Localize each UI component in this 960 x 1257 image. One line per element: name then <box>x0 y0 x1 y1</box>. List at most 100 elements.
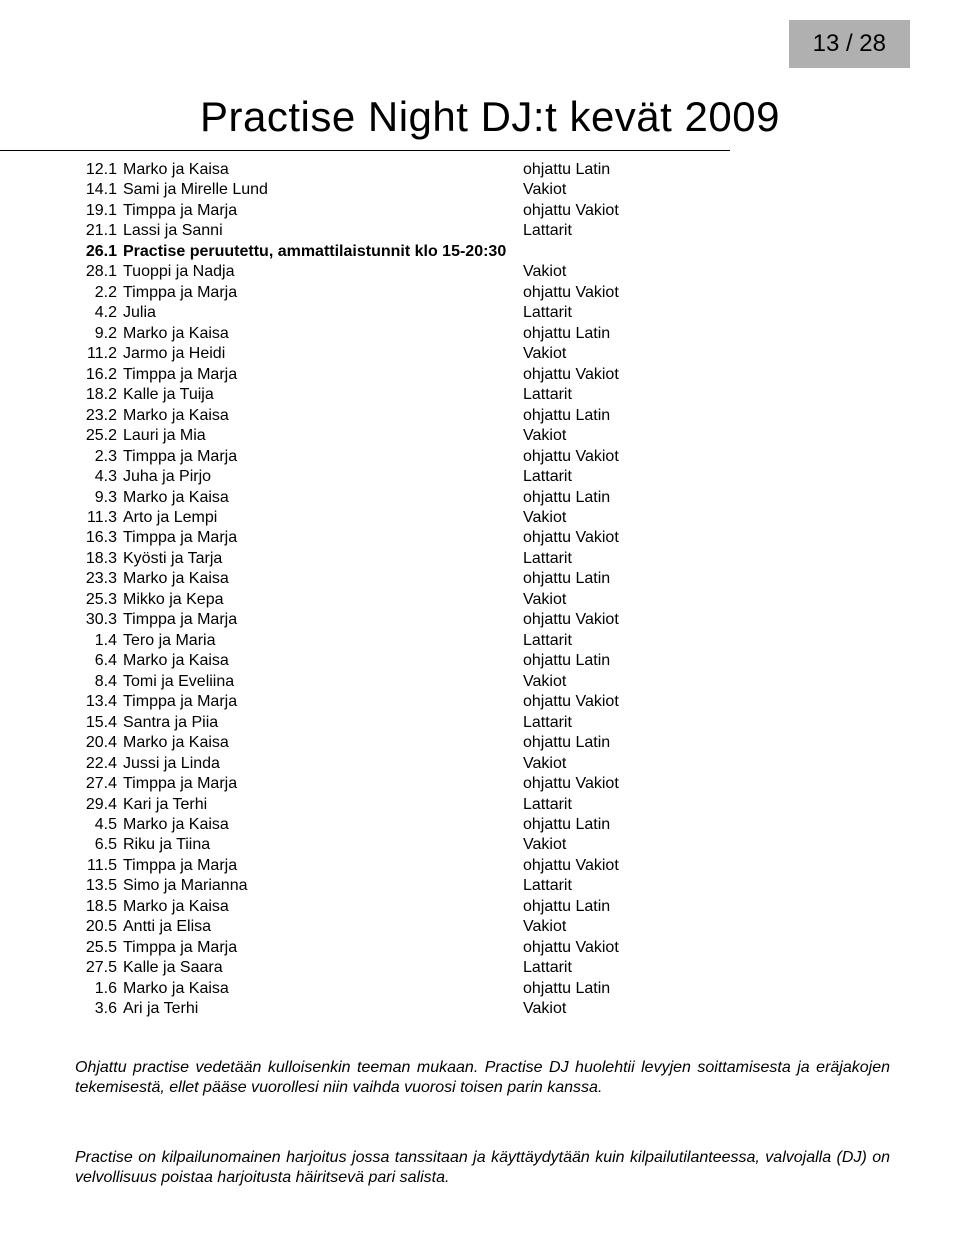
schedule-name: Lauri ja Mia <box>123 426 523 446</box>
schedule-row: 9.2Marko ja Kaisaohjattu Latin <box>75 324 885 344</box>
schedule-date: 25.2 <box>75 426 123 446</box>
schedule-role: Vakiot <box>523 672 885 692</box>
schedule-date: 26.1 <box>75 242 123 262</box>
schedule-date: 23.3 <box>75 569 123 589</box>
schedule-date: 2.3 <box>75 447 123 467</box>
schedule-role: Lattarit <box>523 385 885 405</box>
schedule-role: ohjattu Latin <box>523 733 885 753</box>
schedule-role: ohjattu Latin <box>523 488 885 508</box>
schedule-role: ohjattu Latin <box>523 160 885 180</box>
schedule-name: Marko ja Kaisa <box>123 160 523 180</box>
schedule-role: Lattarit <box>523 713 885 733</box>
schedule-role: ohjattu Vakiot <box>523 856 885 876</box>
schedule-name: Timppa ja Marja <box>123 610 523 630</box>
schedule-date: 25.3 <box>75 590 123 610</box>
schedule-date: 4.5 <box>75 815 123 835</box>
schedule-role: ohjattu Vakiot <box>523 692 885 712</box>
schedule-name: Timppa ja Marja <box>123 774 523 794</box>
schedule-row: 23.3Marko ja Kaisaohjattu Latin <box>75 569 885 589</box>
schedule-row: 25.5Timppa ja Marjaohjattu Vakiot <box>75 938 885 958</box>
schedule-date: 11.2 <box>75 344 123 364</box>
schedule-row: 26.1Practise peruutettu, ammattilaistunn… <box>75 242 885 262</box>
schedule-role: Lattarit <box>523 795 885 815</box>
schedule-row: 15.4Santra ja PiiaLattarit <box>75 713 885 733</box>
schedule-date: 6.5 <box>75 835 123 855</box>
schedule-row: 20.5Antti ja ElisaVakiot <box>75 917 885 937</box>
schedule-row: 19.1Timppa ja Marjaohjattu Vakiot <box>75 201 885 221</box>
schedule-name: Timppa ja Marja <box>123 938 523 958</box>
schedule-date: 2.2 <box>75 283 123 303</box>
schedule-row: 16.2Timppa ja Marjaohjattu Vakiot <box>75 365 885 385</box>
schedule-role: ohjattu Latin <box>523 897 885 917</box>
schedule-date: 12.1 <box>75 160 123 180</box>
schedule-role: ohjattu Latin <box>523 569 885 589</box>
schedule-name: Arto ja Lempi <box>123 508 523 528</box>
schedule-name: Tero ja Maria <box>123 631 523 651</box>
schedule-role: Lattarit <box>523 958 885 978</box>
schedule-name: Marko ja Kaisa <box>123 733 523 753</box>
schedule-date: 8.4 <box>75 672 123 692</box>
page-number-box: 13 / 28 <box>789 20 910 68</box>
schedule-row: 13.5Simo ja MariannaLattarit <box>75 876 885 896</box>
schedule-row: 8.4Tomi ja EveliinaVakiot <box>75 672 885 692</box>
schedule-name: Kari ja Terhi <box>123 795 523 815</box>
schedule-name: Timppa ja Marja <box>123 283 523 303</box>
schedule-row: 3.6Ari ja TerhiVakiot <box>75 999 885 1019</box>
schedule-name: Lassi ja Sanni <box>123 221 523 241</box>
schedule-role: ohjattu Vakiot <box>523 283 885 303</box>
schedule-row: 1.4Tero ja MariaLattarit <box>75 631 885 651</box>
schedule-name: Tuoppi ja Nadja <box>123 262 523 282</box>
schedule-date: 20.4 <box>75 733 123 753</box>
schedule-row: 4.2JuliaLattarit <box>75 303 885 323</box>
schedule-role: ohjattu Vakiot <box>523 528 885 548</box>
schedule-role: Vakiot <box>523 754 885 774</box>
schedule-role: ohjattu Vakiot <box>523 365 885 385</box>
schedule-role: ohjattu Latin <box>523 651 885 671</box>
schedule-date: 30.3 <box>75 610 123 630</box>
schedule-name: Kalle ja Tuija <box>123 385 523 405</box>
schedule-row: 4.3Juha ja PirjoLattarit <box>75 467 885 487</box>
schedule-role: Vakiot <box>523 508 885 528</box>
title-underline <box>0 150 730 151</box>
schedule-date: 21.1 <box>75 221 123 241</box>
schedule-role: Vakiot <box>523 590 885 610</box>
schedule-role: Lattarit <box>523 549 885 569</box>
schedule-date: 18.5 <box>75 897 123 917</box>
schedule-row: 11.5Timppa ja Marjaohjattu Vakiot <box>75 856 885 876</box>
schedule-row: 27.5Kalle ja SaaraLattarit <box>75 958 885 978</box>
schedule-name: Marko ja Kaisa <box>123 815 523 835</box>
schedule-row: 20.4Marko ja Kaisaohjattu Latin <box>75 733 885 753</box>
schedule-name: Julia <box>123 303 523 323</box>
schedule-row: 23.2Marko ja Kaisaohjattu Latin <box>75 406 885 426</box>
schedule-name: Santra ja Piia <box>123 713 523 733</box>
schedule-name: Kyösti ja Tarja <box>123 549 523 569</box>
schedule-role: ohjattu Vakiot <box>523 201 885 221</box>
schedule-date: 20.5 <box>75 917 123 937</box>
schedule-date: 11.5 <box>75 856 123 876</box>
schedule-name: Ari ja Terhi <box>123 999 523 1019</box>
schedule-role: Vakiot <box>523 344 885 364</box>
schedule-row: 22.4Jussi ja LindaVakiot <box>75 754 885 774</box>
schedule-date: 29.4 <box>75 795 123 815</box>
schedule-row: 28.1Tuoppi ja NadjaVakiot <box>75 262 885 282</box>
schedule-date: 22.4 <box>75 754 123 774</box>
schedule-role: Vakiot <box>523 180 885 200</box>
schedule-date: 1.4 <box>75 631 123 651</box>
schedule-date: 4.2 <box>75 303 123 323</box>
schedule-role: ohjattu Latin <box>523 406 885 426</box>
schedule-list: 12.1Marko ja Kaisaohjattu Latin14.1Sami … <box>75 160 885 1020</box>
schedule-row: 6.5Riku ja TiinaVakiot <box>75 835 885 855</box>
schedule-date: 18.2 <box>75 385 123 405</box>
schedule-role: Vakiot <box>523 917 885 937</box>
schedule-row: 13.4Timppa ja Marjaohjattu Vakiot <box>75 692 885 712</box>
schedule-date: 13.4 <box>75 692 123 712</box>
paragraph-1: Ohjattu practise vedetään kulloisenkin t… <box>75 1058 890 1099</box>
schedule-name: Mikko ja Kepa <box>123 590 523 610</box>
schedule-name: Marko ja Kaisa <box>123 488 523 508</box>
schedule-row: 29.4Kari ja TerhiLattarit <box>75 795 885 815</box>
schedule-name: Marko ja Kaisa <box>123 979 523 999</box>
schedule-name: Kalle ja Saara <box>123 958 523 978</box>
schedule-full-note: Practise peruutettu, ammattilaistunnit k… <box>123 242 885 262</box>
schedule-role: Vakiot <box>523 835 885 855</box>
schedule-name: Marko ja Kaisa <box>123 324 523 344</box>
